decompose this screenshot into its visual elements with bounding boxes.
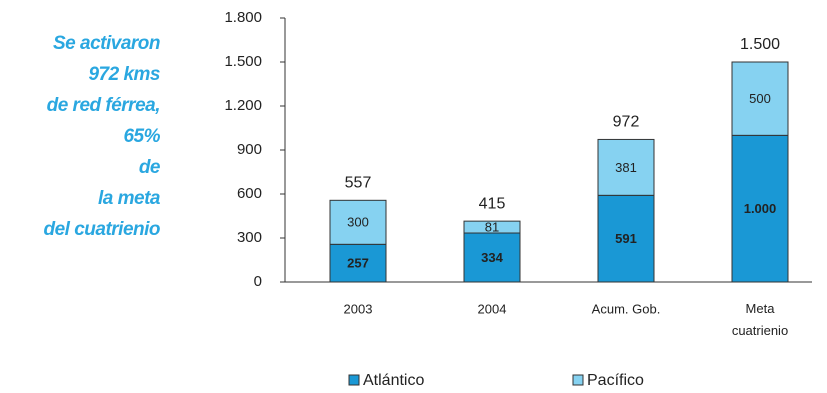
bar-segment xyxy=(463,220,521,234)
sidebar-line: de xyxy=(139,157,161,178)
y-tick-label: 0 xyxy=(254,273,262,290)
legend-swatch xyxy=(572,374,584,386)
y-tick-label: 900 xyxy=(237,141,262,158)
value-label: 81 xyxy=(485,220,499,235)
total-label: 557 xyxy=(345,175,372,192)
sidebar-line: Se activaron xyxy=(53,33,160,54)
total-label: 1.500 xyxy=(740,36,780,53)
value-label: 1.000 xyxy=(744,201,777,216)
value-label: 500 xyxy=(749,91,771,106)
bar-segment xyxy=(329,243,387,283)
x-tick-label: Meta cuatrienio xyxy=(732,301,788,338)
bar-segment xyxy=(731,61,789,136)
x-tick-label: Acum. Gob. xyxy=(592,301,661,316)
x-tick-line: Meta xyxy=(746,301,776,316)
sidebar-line: 972 kms xyxy=(88,64,160,85)
bar-segment xyxy=(597,138,655,196)
sidebar-line: 65% xyxy=(123,126,160,147)
total-label: 972 xyxy=(613,114,640,131)
sidebar-line: la meta xyxy=(98,188,161,209)
legend-swatch xyxy=(348,374,360,386)
legend-label: Atlántico xyxy=(363,372,424,389)
total-label: 415 xyxy=(479,195,506,212)
value-label: 257 xyxy=(347,256,369,271)
bar-segment xyxy=(597,194,655,283)
value-label: 381 xyxy=(615,160,637,175)
value-label: 334 xyxy=(481,250,503,265)
bar-segment xyxy=(329,199,387,245)
x-tick-label: 2004 xyxy=(478,301,507,316)
y-tick-label: 1.200 xyxy=(224,97,262,114)
x-tick-line: cuatrienio xyxy=(732,323,788,338)
y-tick-label: 1.500 xyxy=(224,53,262,70)
legend-label: Pacífico xyxy=(587,372,644,389)
y-tick-label: 300 xyxy=(237,229,262,246)
sidebar-line: de red férrea, xyxy=(47,95,160,116)
bar-segment xyxy=(731,134,789,283)
y-tick-label: 1.800 xyxy=(224,9,262,26)
y-tick-label: 600 xyxy=(237,185,262,202)
bar-segment xyxy=(463,232,521,283)
value-label: 300 xyxy=(347,215,369,230)
value-label: 591 xyxy=(615,231,637,246)
sidebar-line: del cuatrienio xyxy=(43,219,160,240)
x-tick-label: 2003 xyxy=(344,301,373,316)
